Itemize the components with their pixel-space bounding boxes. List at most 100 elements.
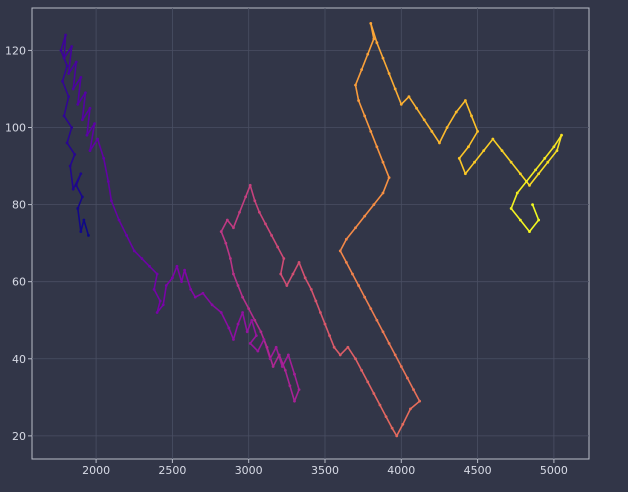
series-segment (107, 180, 113, 202)
series-point (406, 376, 409, 380)
series-point (280, 365, 284, 368)
series-segment (110, 199, 120, 221)
series-segment (366, 381, 375, 395)
series-point (256, 349, 260, 353)
series-point (265, 345, 269, 349)
series-point (67, 72, 71, 75)
series-point (117, 218, 121, 222)
series-point (238, 210, 241, 214)
series-point (537, 218, 541, 222)
series-segment (72, 172, 82, 190)
series-point (463, 172, 467, 176)
series-segment (96, 138, 105, 160)
series-path (59, 22, 563, 438)
series-point (148, 264, 151, 268)
series-point (80, 118, 84, 122)
series-segment (446, 111, 458, 129)
series-segment (473, 149, 485, 163)
series-point (401, 422, 405, 426)
series-segment (400, 95, 410, 106)
series-point (96, 137, 100, 141)
series-point (381, 160, 385, 164)
series-point (180, 280, 183, 284)
series-point (70, 45, 74, 48)
series-segment (400, 365, 409, 379)
series-segment (202, 292, 213, 306)
series-segment (133, 250, 143, 260)
series-point (288, 384, 292, 388)
series-point (354, 226, 357, 230)
series-point (399, 102, 403, 106)
series-point (241, 311, 244, 314)
series-segment (86, 122, 96, 137)
series-segment (408, 95, 418, 110)
series-point (369, 307, 373, 311)
series-point (393, 353, 397, 357)
series-segment (333, 346, 342, 356)
series-segment (67, 45, 73, 75)
series-point (264, 222, 267, 226)
series-point (537, 172, 541, 176)
series-segment (510, 192, 519, 210)
series-point (372, 392, 376, 395)
series-segment (81, 92, 87, 121)
series-point (62, 56, 66, 60)
series-point (236, 284, 240, 287)
series-segment (388, 342, 396, 356)
series-point (438, 141, 441, 145)
series-point (245, 330, 249, 334)
series-point (70, 126, 74, 129)
series-segment (467, 130, 479, 148)
series-point (381, 56, 385, 60)
series-segment (76, 76, 82, 106)
series-point (528, 230, 531, 233)
series-point (293, 399, 296, 403)
series-segment (537, 161, 549, 175)
series-point (381, 191, 385, 195)
series-segment (279, 273, 288, 287)
series-point (79, 75, 83, 79)
series-point (351, 272, 354, 276)
series-point (409, 407, 412, 411)
series-segment (458, 157, 467, 175)
series-point (323, 322, 327, 326)
series-segment (249, 342, 259, 352)
series-point (59, 49, 63, 52)
series-point (189, 287, 193, 291)
series-point (125, 234, 129, 237)
series-point (164, 284, 168, 287)
series-point (232, 272, 235, 276)
series-segment (464, 99, 473, 117)
series-segment (189, 288, 197, 298)
series-point (65, 141, 69, 145)
series-segment (81, 107, 91, 121)
series-point (277, 353, 281, 357)
series-segment (63, 115, 73, 129)
series-segment (376, 41, 384, 59)
series-segment (525, 169, 537, 183)
series-point (430, 129, 434, 133)
series-point (106, 180, 110, 183)
series-segment (63, 34, 67, 59)
x-tick-label: 4000 (387, 464, 415, 477)
series-point (67, 95, 71, 99)
series-point (518, 218, 522, 222)
series-point (387, 176, 391, 180)
series-segment (63, 45, 73, 59)
series-point (268, 357, 272, 361)
series-point (454, 110, 458, 114)
series-point (357, 284, 360, 287)
series-segment (272, 354, 281, 368)
series-segment (519, 172, 531, 187)
series-segment (270, 234, 279, 248)
series-segment (354, 215, 366, 229)
series-point (279, 272, 283, 276)
series-point (71, 187, 75, 191)
series-segment (438, 126, 448, 144)
series-segment (278, 354, 287, 372)
series-segment (412, 388, 421, 402)
series-segment (180, 269, 186, 283)
series-segment (232, 323, 239, 341)
series-point (546, 160, 550, 164)
series-segment (75, 184, 84, 198)
